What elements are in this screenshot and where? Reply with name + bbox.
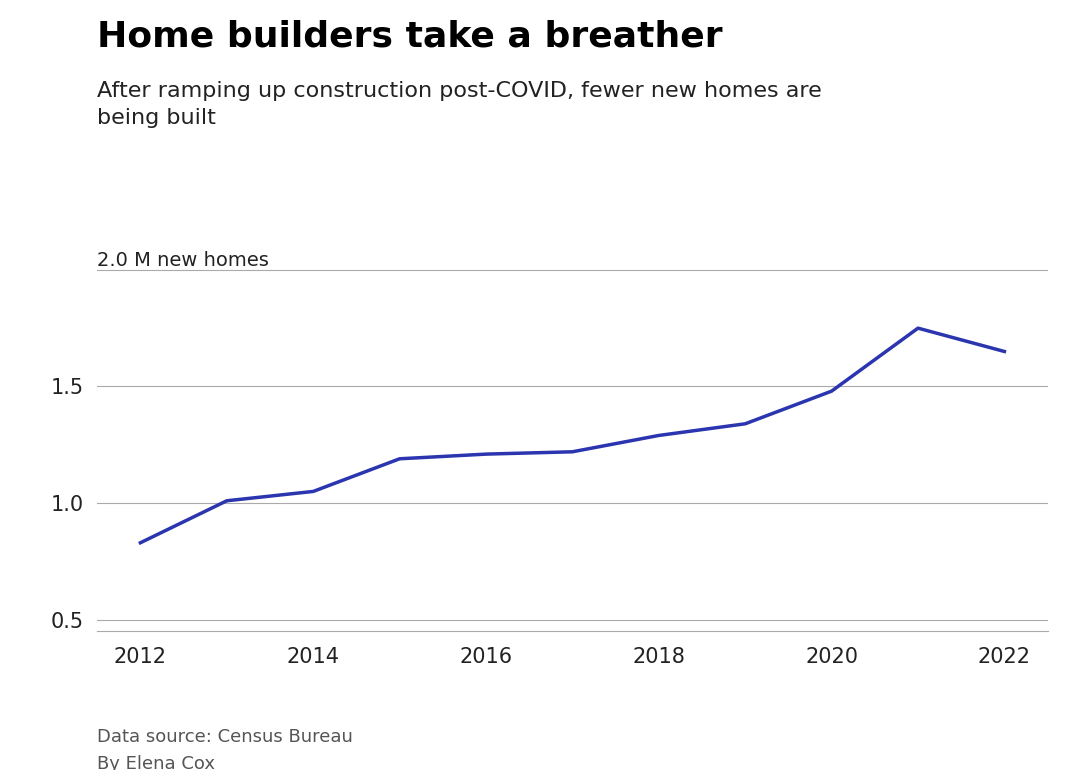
Text: After ramping up construction post-COVID, fewer new homes are
being built: After ramping up construction post-COVID… — [97, 81, 822, 128]
Text: Data source: Census Bureau
By Elena Cox: Data source: Census Bureau By Elena Cox — [97, 728, 353, 770]
Text: Home builders take a breather: Home builders take a breather — [97, 19, 723, 53]
Text: 2.0 M new homes: 2.0 M new homes — [97, 251, 282, 270]
